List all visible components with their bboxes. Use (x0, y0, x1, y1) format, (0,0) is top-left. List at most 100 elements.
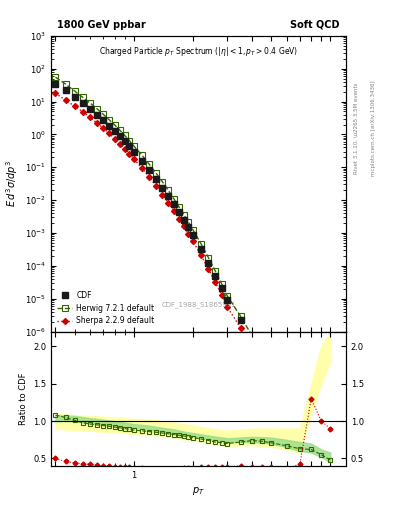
Herwig 7.2.1 default (225, 293, 230, 300)
Sherpa 2.2.9 default (309, 460, 314, 466)
Sherpa 2.2.9 default (147, 174, 152, 180)
Sherpa 2.2.9 default (319, 483, 324, 489)
CDF (225, 297, 230, 304)
Text: 1800 GeV ppbar: 1800 GeV ppbar (57, 20, 146, 30)
CDF (122, 138, 127, 144)
Herwig 7.2.1 default (269, 369, 274, 375)
Y-axis label: Ratio to CDF: Ratio to CDF (18, 372, 28, 425)
CDF (160, 184, 165, 190)
Text: Rivet 3.1.10, \u2265 3.5M events: Rivet 3.1.10, \u2265 3.5M events (354, 82, 359, 174)
CDF (131, 148, 136, 155)
Sherpa 2.2.9 default (176, 216, 181, 222)
Sherpa 2.2.9 default (101, 125, 106, 131)
CDF (198, 246, 203, 252)
CDF (72, 94, 77, 100)
CDF (107, 122, 112, 129)
Sherpa 2.2.9 default (284, 409, 289, 415)
CDF (112, 128, 117, 134)
Text: Soft QCD: Soft QCD (290, 20, 340, 30)
Herwig 7.2.1 default (238, 313, 243, 319)
CDF (319, 474, 324, 480)
CDF (176, 209, 181, 215)
CDF (250, 336, 254, 343)
Line: Herwig 7.2.1 default: Herwig 7.2.1 default (53, 74, 333, 504)
Herwig 7.2.1 default (80, 94, 85, 100)
Y-axis label: $E\,d^3\sigma/dp^3$: $E\,d^3\sigma/dp^3$ (4, 160, 20, 207)
Sherpa 2.2.9 default (206, 266, 211, 272)
Sherpa 2.2.9 default (219, 292, 224, 298)
CDF (171, 201, 176, 207)
CDF (166, 194, 171, 200)
Sherpa 2.2.9 default (225, 305, 230, 311)
CDF (118, 133, 122, 139)
Herwig 7.2.1 default (140, 152, 144, 158)
Sherpa 2.2.9 default (72, 103, 77, 109)
Herwig 7.2.1 default (191, 227, 195, 233)
CDF (309, 452, 314, 458)
Sherpa 2.2.9 default (269, 379, 274, 385)
CDF (80, 100, 85, 106)
Herwig 7.2.1 default (309, 451, 314, 457)
Herwig 7.2.1 default (131, 143, 136, 149)
CDF (238, 317, 243, 324)
Sherpa 2.2.9 default (63, 97, 68, 103)
Text: mcplots.cern.ch [arXiv:1306.3436]: mcplots.cern.ch [arXiv:1306.3436] (371, 80, 376, 176)
Herwig 7.2.1 default (319, 474, 324, 480)
CDF (63, 87, 68, 93)
Herwig 7.2.1 default (88, 100, 92, 106)
Sherpa 2.2.9 default (154, 183, 158, 189)
Sherpa 2.2.9 default (160, 191, 165, 198)
Sherpa 2.2.9 default (122, 146, 127, 152)
Sherpa 2.2.9 default (127, 151, 132, 157)
Sherpa 2.2.9 default (107, 131, 112, 137)
CDF (127, 143, 132, 150)
Herwig 7.2.1 default (122, 133, 127, 139)
Herwig 7.2.1 default (186, 219, 191, 225)
Herwig 7.2.1 default (95, 105, 99, 112)
Sherpa 2.2.9 default (298, 435, 302, 441)
CDF (186, 224, 191, 230)
Text: CDF_1988_S1865951: CDF_1988_S1865951 (161, 301, 236, 308)
Sherpa 2.2.9 default (328, 506, 332, 512)
Herwig 7.2.1 default (166, 187, 171, 194)
Sherpa 2.2.9 default (95, 120, 99, 126)
Sherpa 2.2.9 default (260, 362, 264, 368)
Text: Charged Particle $p_T$ Spectrum ($|\eta| < 1, p_T > 0.4$ GeV): Charged Particle $p_T$ Spectrum ($|\eta|… (99, 45, 298, 58)
CDF (328, 495, 332, 501)
Sherpa 2.2.9 default (191, 238, 195, 244)
Sherpa 2.2.9 default (250, 344, 254, 350)
Sherpa 2.2.9 default (131, 156, 136, 162)
CDF (95, 112, 99, 118)
CDF (88, 106, 92, 112)
Herwig 7.2.1 default (101, 111, 106, 117)
Sherpa 2.2.9 default (53, 90, 58, 96)
Herwig 7.2.1 default (118, 127, 122, 133)
CDF (269, 371, 274, 377)
Sherpa 2.2.9 default (213, 279, 218, 285)
Herwig 7.2.1 default (72, 88, 77, 94)
Legend: CDF, Herwig 7.2.1 default, Sherpa 2.2.9 default: CDF, Herwig 7.2.1 default, Sherpa 2.2.9 … (55, 288, 157, 328)
Herwig 7.2.1 default (63, 81, 68, 87)
Sherpa 2.2.9 default (112, 136, 117, 142)
Sherpa 2.2.9 default (182, 223, 186, 229)
Sherpa 2.2.9 default (171, 208, 176, 214)
Sherpa 2.2.9 default (166, 200, 171, 206)
CDF (147, 167, 152, 173)
Sherpa 2.2.9 default (140, 165, 144, 171)
Herwig 7.2.1 default (298, 425, 302, 432)
Line: Sherpa 2.2.9 default: Sherpa 2.2.9 default (53, 91, 332, 511)
Sherpa 2.2.9 default (118, 141, 122, 147)
X-axis label: $p_T$: $p_T$ (192, 485, 205, 497)
Herwig 7.2.1 default (127, 138, 132, 144)
CDF (101, 117, 106, 123)
CDF (219, 285, 224, 291)
Herwig 7.2.1 default (154, 170, 158, 176)
Line: CDF: CDF (53, 81, 333, 501)
CDF (191, 232, 195, 238)
Sherpa 2.2.9 default (198, 252, 203, 258)
Herwig 7.2.1 default (147, 161, 152, 167)
Herwig 7.2.1 default (107, 117, 112, 123)
CDF (260, 354, 264, 360)
Herwig 7.2.1 default (328, 498, 332, 504)
Herwig 7.2.1 default (182, 211, 186, 218)
